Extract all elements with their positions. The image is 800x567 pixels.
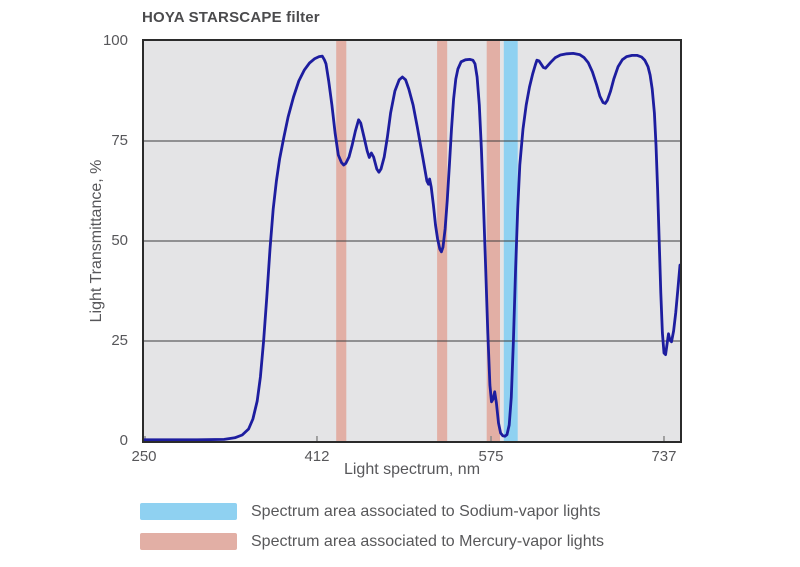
legend-row-mercury: Spectrum area associated to Mercury-vapo… (140, 533, 604, 550)
x-tick-label-250: 250 (131, 448, 157, 465)
x-tick-label-412: 412 (304, 448, 330, 465)
sodium-swatch-icon (140, 503, 237, 520)
y-tick-label-0: 0 (119, 432, 128, 449)
y-tick-label-25: 25 (111, 332, 128, 349)
chart-title: HOYA STARSCAPE filter (142, 9, 320, 26)
x-tick-label-575: 575 (478, 448, 504, 465)
y-axis-label: Light Transmittance, % (88, 159, 105, 323)
legend: Spectrum area associated to Sodium-vapor… (140, 503, 604, 563)
y-tick-label-75: 75 (111, 132, 128, 149)
mercury-swatch-icon (140, 533, 237, 550)
x-tick-label-737: 737 (651, 448, 677, 465)
plot-area (142, 39, 682, 443)
legend-label-sodium: Spectrum area associated to Sodium-vapor… (251, 502, 601, 520)
y-tick-label-100: 100 (102, 32, 128, 49)
transmittance-curve (144, 52, 680, 441)
x-axis-label: Light spectrum, nm (343, 461, 481, 478)
legend-row-sodium: Spectrum area associated to Sodium-vapor… (140, 503, 604, 520)
plot-svg (144, 41, 680, 441)
y-tick-label-50: 50 (111, 232, 128, 249)
legend-label-mercury: Spectrum area associated to Mercury-vapo… (251, 532, 605, 550)
